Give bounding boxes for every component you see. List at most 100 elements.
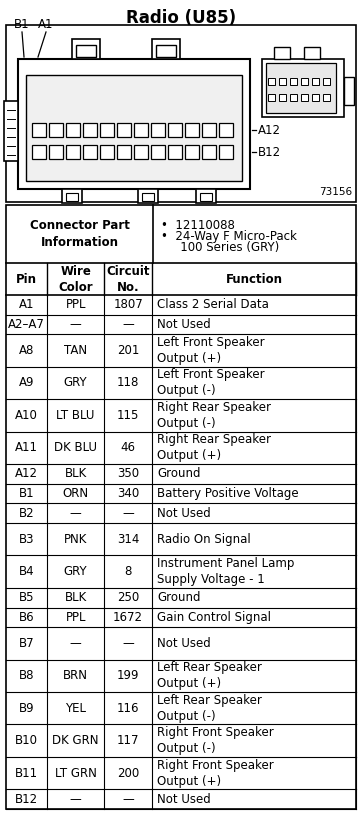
Text: 314: 314 (117, 533, 139, 546)
Bar (323, 94, 330, 101)
Text: 350: 350 (117, 467, 139, 480)
Text: GRY: GRY (64, 377, 88, 390)
Text: B12: B12 (258, 145, 281, 158)
Bar (344, 77, 354, 105)
Bar (219, 123, 233, 137)
Text: Not Used: Not Used (157, 792, 211, 806)
Text: PPL: PPL (66, 298, 86, 311)
Text: DK BLU: DK BLU (54, 441, 97, 454)
Bar (301, 94, 308, 101)
Bar (49, 123, 63, 137)
Bar (304, 47, 320, 59)
Text: A10: A10 (15, 408, 38, 422)
Text: ORN: ORN (63, 487, 89, 500)
Text: —: — (122, 792, 134, 806)
Text: Not Used: Not Used (157, 507, 211, 520)
Bar (323, 78, 330, 85)
Bar (279, 94, 286, 101)
Bar (32, 145, 46, 159)
Text: Connector Part
Information: Connector Part Information (30, 219, 130, 249)
Text: 116: 116 (117, 702, 139, 715)
Bar (49, 145, 63, 159)
Text: Radio On Signal: Radio On Signal (157, 533, 251, 546)
Text: —: — (70, 792, 81, 806)
Bar (62, 189, 82, 203)
Text: Ground: Ground (157, 467, 201, 480)
Text: Left Rear Speaker
Output (+): Left Rear Speaker Output (+) (157, 661, 262, 690)
Text: Not Used: Not Used (157, 318, 211, 331)
Text: A11: A11 (15, 441, 38, 454)
Text: Ground: Ground (157, 592, 201, 605)
Bar (6, 205, 356, 809)
Text: B2: B2 (19, 507, 34, 520)
Text: Not Used: Not Used (157, 637, 211, 650)
Text: —: — (122, 318, 134, 331)
Text: Instrument Panel Lamp
Supply Voltage - 1: Instrument Panel Lamp Supply Voltage - 1 (157, 557, 295, 586)
Bar (83, 145, 97, 159)
Bar (117, 145, 131, 159)
Text: LT BLU: LT BLU (56, 408, 95, 422)
Text: LT GRN: LT GRN (55, 766, 97, 779)
Bar (279, 78, 286, 85)
Text: Left Front Speaker
Output (-): Left Front Speaker Output (-) (157, 368, 265, 397)
Bar (18, 59, 250, 189)
Text: 1807: 1807 (113, 298, 143, 311)
Bar (290, 78, 297, 85)
Text: B11: B11 (15, 766, 38, 779)
Bar (66, 193, 78, 201)
Bar (200, 193, 212, 201)
Text: 73156: 73156 (319, 187, 352, 197)
Bar (268, 78, 275, 85)
Text: —: — (122, 637, 134, 650)
Text: Right Front Speaker
Output (+): Right Front Speaker Output (+) (157, 759, 274, 788)
Text: BLK: BLK (64, 467, 87, 480)
Bar (185, 123, 199, 137)
Bar (100, 123, 114, 137)
Text: A1: A1 (19, 298, 34, 311)
Bar (219, 145, 233, 159)
Bar (274, 47, 290, 59)
Text: A2–A7: A2–A7 (8, 318, 45, 331)
Text: BRN: BRN (63, 669, 88, 682)
Text: B5: B5 (19, 592, 34, 605)
Text: B8: B8 (19, 669, 34, 682)
Text: Right Front Speaker
Output (-): Right Front Speaker Output (-) (157, 726, 274, 755)
Text: 340: 340 (117, 487, 139, 500)
Bar (202, 145, 216, 159)
Bar (134, 123, 148, 137)
Text: Left Rear Speaker
Output (-): Left Rear Speaker Output (-) (157, 694, 262, 723)
Text: •  24-Way F Micro-Pack: • 24-Way F Micro-Pack (161, 230, 297, 243)
Text: 115: 115 (117, 408, 139, 422)
Text: B1: B1 (14, 18, 30, 31)
Bar (6, 25, 356, 202)
Bar (196, 189, 216, 203)
Text: B10: B10 (15, 734, 38, 748)
Bar (83, 123, 97, 137)
Text: —: — (70, 637, 81, 650)
Bar (66, 145, 80, 159)
Bar (290, 94, 297, 101)
Text: 200: 200 (117, 766, 139, 779)
Text: Wire
Color: Wire Color (58, 265, 93, 293)
Text: A8: A8 (19, 344, 34, 357)
Bar (312, 78, 319, 85)
Bar (268, 94, 275, 101)
Text: TAN: TAN (64, 344, 87, 357)
Bar (151, 145, 165, 159)
Text: PPL: PPL (66, 611, 86, 624)
Bar (72, 39, 100, 59)
Text: A9: A9 (19, 377, 34, 390)
Text: B3: B3 (19, 533, 34, 546)
Text: —: — (70, 507, 81, 520)
Bar (4, 101, 18, 161)
Text: YEL: YEL (65, 702, 86, 715)
Bar (202, 123, 216, 137)
Text: 100 Series (GRY): 100 Series (GRY) (169, 240, 279, 253)
Text: —: — (70, 318, 81, 331)
Text: 118: 118 (117, 377, 139, 390)
Text: 46: 46 (121, 441, 136, 454)
Text: PNK: PNK (64, 533, 87, 546)
Text: B12: B12 (15, 792, 38, 806)
Bar (134, 145, 148, 159)
Bar (117, 123, 131, 137)
